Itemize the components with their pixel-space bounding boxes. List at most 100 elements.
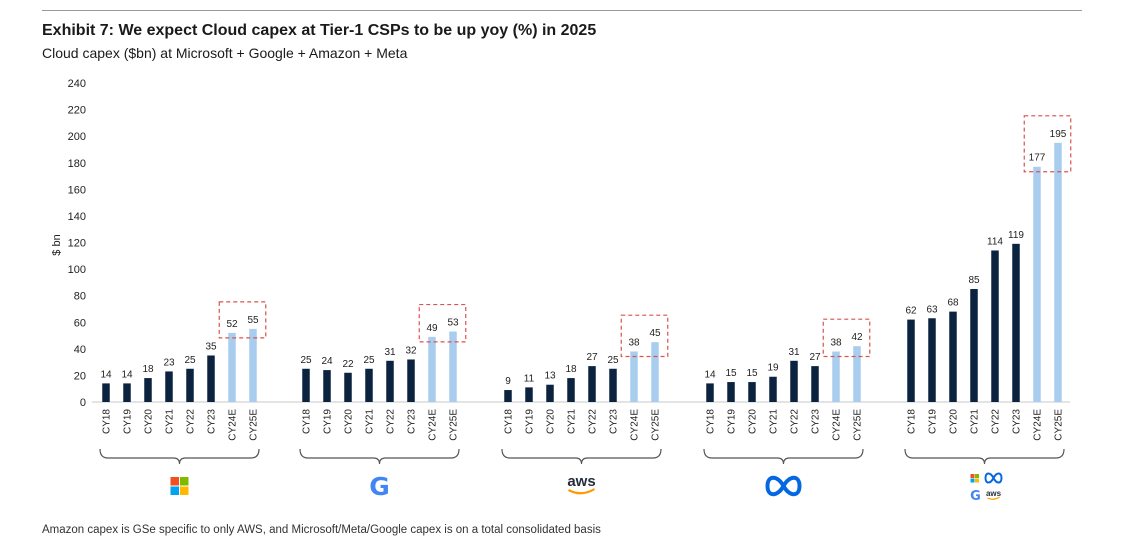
category-label: CY25E bbox=[449, 409, 460, 441]
data-label: 25 bbox=[363, 355, 375, 366]
data-label: 14 bbox=[121, 369, 133, 380]
data-label: 52 bbox=[226, 319, 238, 330]
y-tick-label: 240 bbox=[68, 78, 86, 90]
aws-smile-icon bbox=[567, 488, 596, 495]
data-label: 49 bbox=[426, 323, 438, 334]
data-label: 177 bbox=[1029, 153, 1046, 164]
chart-subtitle: Cloud capex ($bn) at Microsoft + Google … bbox=[42, 45, 408, 61]
y-tick-label: 60 bbox=[74, 317, 86, 329]
bar bbox=[811, 366, 819, 402]
y-tick-label: 160 bbox=[68, 184, 86, 196]
data-label: 53 bbox=[447, 318, 459, 329]
data-label: 25 bbox=[607, 355, 619, 366]
category-label: CY19 bbox=[123, 409, 134, 434]
bar bbox=[449, 331, 457, 402]
data-label: 42 bbox=[851, 332, 863, 343]
bar bbox=[991, 250, 999, 402]
microsoft-logo-icon bbox=[170, 486, 179, 495]
data-label: 55 bbox=[247, 315, 259, 326]
data-label: 32 bbox=[405, 345, 417, 356]
data-label: 27 bbox=[809, 352, 821, 363]
bar bbox=[344, 372, 352, 402]
microsoft-logo-icon bbox=[170, 477, 179, 486]
y-tick-label: 0 bbox=[80, 397, 86, 409]
bar bbox=[428, 336, 436, 402]
y-tick-label: 220 bbox=[68, 105, 86, 117]
aws-smile-icon bbox=[987, 496, 1000, 500]
bar bbox=[249, 328, 257, 402]
bar bbox=[588, 366, 596, 402]
bar bbox=[186, 368, 194, 402]
meta-logo-icon bbox=[765, 475, 802, 497]
bar bbox=[790, 360, 798, 402]
bar bbox=[928, 318, 936, 402]
data-label: 23 bbox=[163, 357, 175, 368]
y-tick-label: 40 bbox=[74, 344, 86, 356]
category-label: CY20 bbox=[344, 409, 355, 434]
bar bbox=[123, 383, 131, 402]
data-label: 9 bbox=[505, 376, 511, 387]
category-label: CY24E bbox=[228, 409, 239, 441]
category-label: CY19 bbox=[727, 409, 738, 434]
category-label: CY22 bbox=[991, 409, 1002, 434]
data-label: 15 bbox=[725, 368, 737, 379]
group-bracket bbox=[703, 448, 864, 465]
group-bracket bbox=[501, 448, 662, 465]
category-label: CY22 bbox=[186, 409, 197, 434]
category-label: CY22 bbox=[588, 409, 599, 434]
microsoft-logo-icon bbox=[975, 478, 979, 483]
y-tick-label: 140 bbox=[68, 211, 86, 223]
category-label: CY25E bbox=[651, 409, 662, 441]
category-label: CY19 bbox=[525, 409, 536, 434]
microsoft-logo-icon bbox=[970, 478, 975, 483]
data-label: 24 bbox=[321, 356, 333, 367]
data-label: 22 bbox=[342, 359, 354, 370]
data-label: 63 bbox=[926, 304, 938, 315]
category-label: CY21 bbox=[567, 409, 578, 434]
bar bbox=[907, 319, 915, 402]
data-label: 14 bbox=[704, 369, 716, 380]
data-label: 68 bbox=[947, 298, 959, 309]
category-label: CY19 bbox=[323, 409, 334, 434]
bar bbox=[546, 384, 554, 402]
y-tick-label: 100 bbox=[68, 264, 86, 276]
bar bbox=[504, 390, 512, 402]
meta-logo-icon bbox=[984, 472, 1003, 484]
chart-title: Exhibit 7: We expect Cloud capex at Tier… bbox=[42, 22, 597, 39]
data-label: 45 bbox=[649, 328, 661, 339]
estimate-highlight-box bbox=[218, 301, 267, 339]
bar bbox=[727, 382, 735, 402]
category-label: CY21 bbox=[365, 409, 376, 434]
data-label: 27 bbox=[586, 352, 598, 363]
data-label: 38 bbox=[628, 337, 640, 348]
estimate-highlight-box bbox=[822, 318, 871, 358]
group-bracket bbox=[904, 448, 1065, 465]
bar bbox=[832, 351, 840, 402]
bar bbox=[567, 378, 575, 402]
microsoft-logo-icon bbox=[180, 477, 189, 486]
bar bbox=[651, 342, 659, 402]
bar bbox=[386, 360, 394, 402]
category-label: CY25E bbox=[1054, 409, 1065, 441]
y-axis-label: $ bn bbox=[51, 234, 63, 255]
y-tick-label: 80 bbox=[74, 291, 86, 303]
bar bbox=[1012, 243, 1020, 402]
data-label: 114 bbox=[987, 236, 1003, 247]
bar bbox=[407, 359, 415, 402]
bar bbox=[1054, 142, 1062, 402]
data-label: 35 bbox=[205, 341, 217, 352]
bar bbox=[365, 368, 373, 402]
bar bbox=[1033, 166, 1041, 402]
category-label: CY18 bbox=[907, 409, 918, 434]
data-label: 85 bbox=[968, 275, 980, 286]
category-label: CY18 bbox=[102, 409, 113, 434]
top-rule bbox=[42, 10, 1082, 11]
bar bbox=[630, 351, 638, 402]
source-note: Amazon capex is GSe specific to only AWS… bbox=[42, 524, 601, 536]
data-label: 19 bbox=[767, 363, 779, 374]
data-label: 14 bbox=[100, 369, 112, 380]
y-tick-label: 20 bbox=[74, 370, 86, 382]
category-label: CY24E bbox=[832, 409, 843, 441]
data-label: 119 bbox=[1008, 230, 1024, 241]
